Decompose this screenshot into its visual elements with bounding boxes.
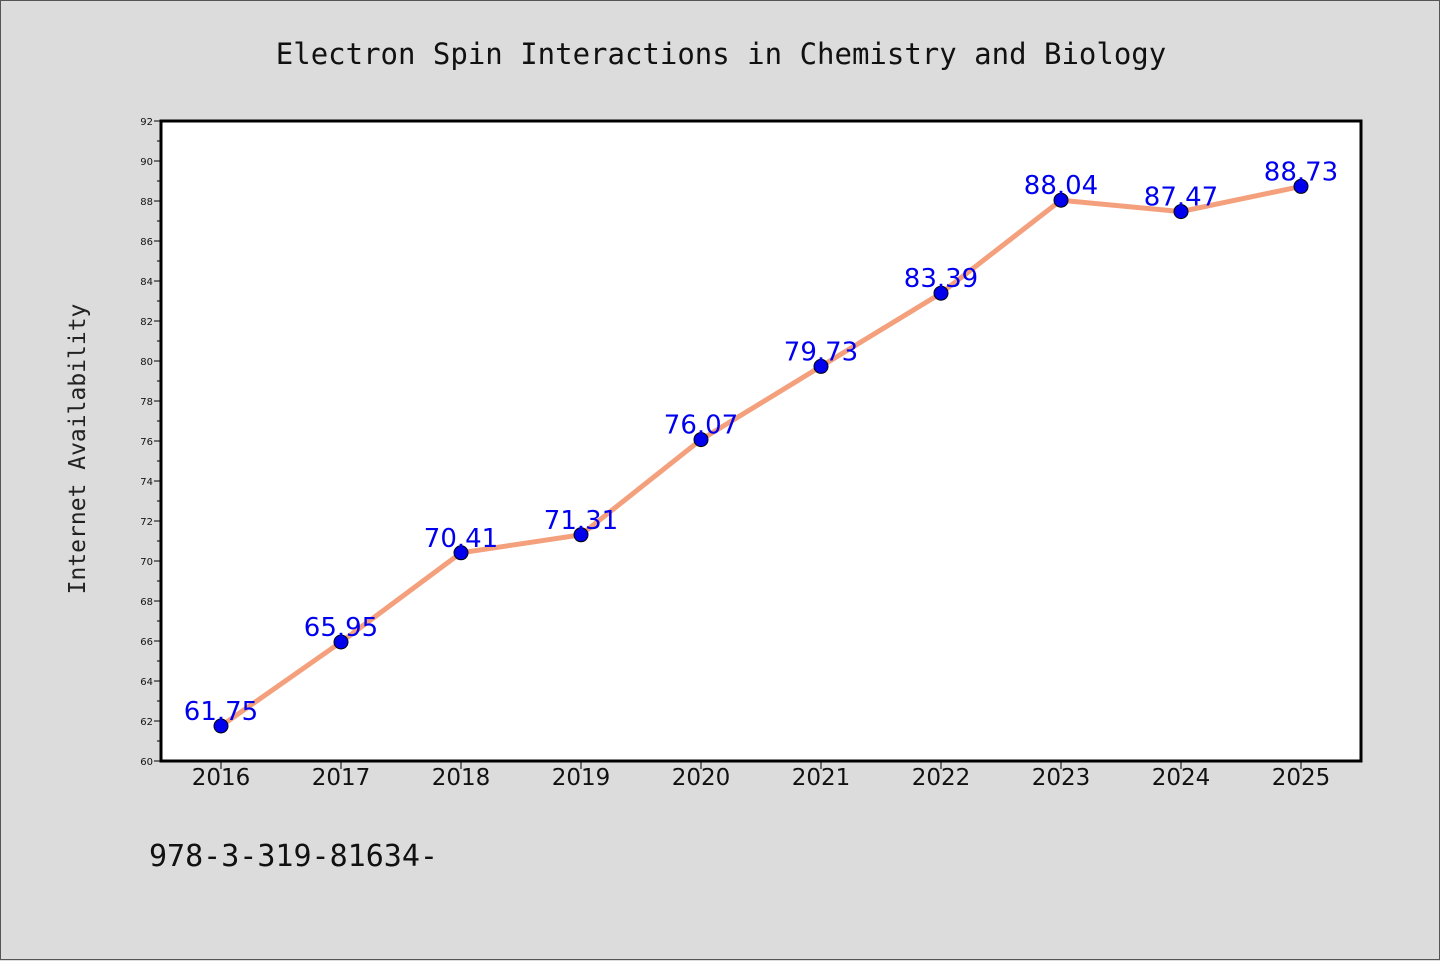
data-label: 76.07: [664, 411, 738, 441]
data-point: [693, 432, 709, 448]
data-label: 65.95: [304, 613, 378, 643]
data-point: [213, 718, 229, 734]
data-label: 70.41: [424, 524, 498, 554]
y-tick-label: 84: [140, 277, 153, 288]
data-point: [1173, 204, 1189, 220]
data-label: 87.47: [1144, 183, 1218, 213]
y-tick-label: 80: [140, 357, 153, 368]
data-labels: 61.75 65.95 70.41 71.31 76.07 79.73 83.39 88.04…: [184, 157, 1338, 727]
series-markers: [213, 178, 1309, 734]
x-tick-label: 2017: [312, 765, 371, 791]
data-point: [1293, 178, 1309, 194]
data-point: [453, 545, 469, 561]
footnote-isbn: 978-3-319-81634-: [149, 839, 438, 874]
plot-area: [161, 121, 1361, 761]
x-tick-label: 2016: [192, 765, 251, 791]
data-label: 71.31: [544, 506, 618, 536]
x-axis-ticks: 2016 2017 2018 2019 2020 2021 2022 2023 2024 2025: [192, 761, 1331, 791]
series-line: [219, 183, 1302, 729]
data-point: [333, 634, 349, 650]
x-tick-label: 2022: [912, 765, 971, 791]
y-tick-label: 64: [140, 677, 153, 688]
plot-border: [159, 119, 1363, 763]
y-tick-label: 60: [140, 757, 153, 768]
y-tick-label: 70: [140, 557, 153, 568]
data-point: [1053, 192, 1069, 208]
y-axis-label: Internet Availability: [65, 304, 91, 595]
x-tick-label: 2018: [432, 765, 491, 791]
y-tick-label: 62: [140, 717, 153, 728]
y-tick-label: 86: [140, 237, 153, 248]
y-tick-label: 88: [140, 197, 153, 208]
x-tick-label: 2021: [792, 765, 851, 791]
x-tick-label: 2023: [1032, 765, 1091, 791]
data-point: [573, 527, 589, 543]
chart-title: Electron Spin Interactions in Chemistry …: [276, 37, 1166, 71]
y-tick-label: 78: [140, 397, 153, 408]
data-label: 83.39: [904, 264, 978, 294]
x-tick-label: 2025: [1272, 765, 1331, 791]
y-tick-label: 74: [140, 477, 153, 488]
y-tick-label: 82: [140, 317, 153, 328]
x-tick-label: 2024: [1152, 765, 1211, 791]
y-tick-label: 68: [140, 597, 153, 608]
data-point: [813, 358, 829, 374]
x-tick-label: 2020: [672, 765, 731, 791]
data-label: 61.75: [184, 697, 258, 727]
y-tick-label: 66: [140, 637, 153, 648]
y-tick-label: 92: [140, 117, 153, 128]
y-tick-label: 90: [140, 157, 153, 168]
y-axis-ticks: 60 62 64 66 68 70 72 74 76 78 80 82 84 86 88 90 92: [140, 117, 161, 768]
data-label: 88.73: [1264, 157, 1338, 187]
data-label: 79.73: [784, 337, 858, 367]
y-tick-label: 76: [140, 437, 153, 448]
x-tick-label: 2019: [552, 765, 611, 791]
data-label: 88.04: [1024, 171, 1098, 201]
data-point: [933, 285, 949, 301]
y-tick-label: 72: [140, 517, 153, 528]
